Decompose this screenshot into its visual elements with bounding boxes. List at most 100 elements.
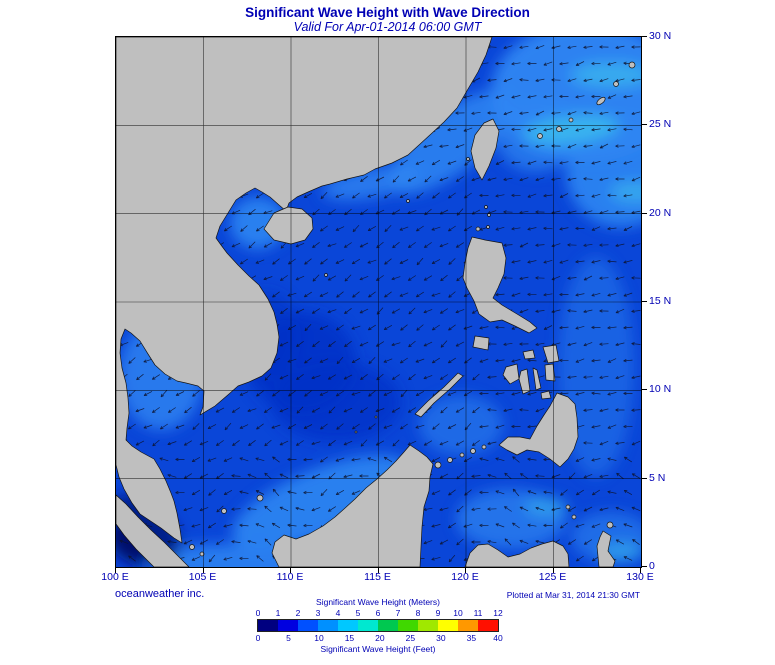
- lon-tick-label: 130 E: [626, 571, 654, 583]
- sumatra-island: [116, 494, 190, 567]
- legend-feet-tick: 30: [436, 633, 446, 643]
- palawan-island: [414, 372, 464, 418]
- amami-island: [628, 61, 636, 69]
- sulu-islet-5: [481, 444, 487, 450]
- lat-tick-mark: [641, 212, 647, 214]
- land-layer: [116, 37, 636, 567]
- lon-tick-mark: [290, 567, 291, 573]
- borneo-island: [271, 444, 434, 567]
- lat-tick-mark: [641, 36, 647, 37]
- legend-color-bar: [257, 619, 499, 632]
- oceanweather-credit: oceanweather inc.: [115, 588, 205, 600]
- sulu-islet-1: [434, 461, 442, 469]
- legend-meter-tick: 11: [473, 608, 483, 618]
- pratas-island: [406, 199, 410, 203]
- valid-time-subtitle: Valid For Apr-01-2014 06:00 GMT: [293, 20, 482, 34]
- lat-tick-mark: [641, 565, 647, 567]
- panay-island: [502, 363, 520, 385]
- legend-meters-ticks: 0 1 2 3 4 5 6 7 8 9 10 11 12: [256, 608, 503, 619]
- plotted-timestamp: Plotted at Mar 31, 2014 21:30 GMT: [506, 590, 640, 600]
- legend-feet-tick: 40: [493, 633, 503, 643]
- lon-tick-mark: [377, 567, 379, 573]
- legend-meter-tick: 10: [453, 608, 463, 618]
- legend-feet-tick: 25: [405, 633, 416, 643]
- morotai-island: [606, 521, 614, 529]
- legend-color-segment: [338, 620, 358, 631]
- masbate-island: [522, 349, 536, 360]
- lon-tick-label: 125 E: [538, 571, 567, 583]
- legend-meter-tick: 1: [275, 608, 281, 618]
- legend-color-segment: [318, 620, 338, 631]
- okinawa-island: [596, 96, 606, 106]
- legend-color-segment: [358, 620, 378, 631]
- legend-meter-tick: 4: [335, 608, 341, 618]
- lat-tick-label: 25 N: [649, 118, 672, 131]
- negros-island: [518, 368, 531, 395]
- sangihe-islet-1: [565, 504, 571, 510]
- ryukyu-islet-2: [568, 117, 574, 123]
- lon-tick-mark: [552, 567, 554, 573]
- sangihe-islet-2: [571, 514, 577, 520]
- legend-feet-ticks: 0 5 10 15 20 25 30 35 40: [255, 633, 503, 644]
- penghu-island: [466, 157, 470, 161]
- lat-tick-label: 20 N: [649, 206, 672, 219]
- sulu-islet-2: [447, 457, 453, 463]
- legend-feet-tick: 0: [255, 633, 261, 643]
- legend-feet-title: Significant Wave Height (Feet): [320, 644, 436, 654]
- legend-meter-tick: 2: [295, 608, 301, 618]
- cebu-island: [532, 367, 542, 391]
- legend-meter-tick: 3: [315, 608, 321, 618]
- legend-color-segment: [418, 620, 438, 631]
- map-graphic: [116, 37, 641, 567]
- babuyan-islet-2: [486, 225, 490, 229]
- taiwan-island: [470, 118, 500, 181]
- sulu-islet-3: [459, 452, 465, 458]
- legend-color-segment: [278, 620, 298, 631]
- legend-color-segment: [438, 620, 458, 631]
- lat-tick-mark: [641, 300, 647, 302]
- hainan-island: [263, 206, 314, 245]
- batanes-islet-1: [484, 205, 488, 209]
- legend-meter-tick: 7: [395, 608, 401, 618]
- legend-color-segment: [298, 620, 318, 631]
- lat-tick-mark: [641, 389, 647, 391]
- lat-tick-mark: [641, 477, 647, 479]
- legend-meter-tick: 8: [415, 608, 421, 618]
- mindanao-island: [498, 392, 579, 468]
- lat-tick-label: 10 N: [649, 383, 672, 396]
- legend-feet-tick: 5: [286, 633, 291, 643]
- lon-tick-label: 110 E: [276, 571, 304, 583]
- lat-tick-label: 30 N: [649, 30, 672, 42]
- lon-tick-label: 100 E: [101, 571, 129, 583]
- legend-feet-tick: 15: [344, 633, 355, 643]
- ishigaki-island: [537, 133, 543, 139]
- lat-tick-label: 15 N: [649, 294, 672, 307]
- lat-tick-mark: [641, 124, 647, 126]
- lat-tick-label: 5 N: [649, 471, 666, 484]
- lon-tick-mark: [115, 567, 116, 573]
- spratly-islet-1: [354, 430, 358, 434]
- lon-tick-mark: [640, 567, 641, 573]
- lon-tick-label: 120 E: [451, 571, 479, 583]
- bohol-island: [540, 390, 552, 400]
- ryukyu-islet-1: [613, 81, 619, 87]
- legend-meter-tick: 12: [493, 608, 503, 618]
- mindoro-island: [472, 335, 490, 351]
- babuyan-islet-1: [475, 226, 481, 232]
- legend-meters-title: Significant Wave Height (Meters): [316, 597, 440, 607]
- paracel-islet: [324, 273, 328, 277]
- legend-color-segment: [258, 620, 278, 631]
- lon-tick-mark: [465, 567, 466, 573]
- map-frame: [115, 36, 642, 568]
- graticule-layer: [116, 37, 641, 567]
- lon-tick-mark: [202, 567, 204, 573]
- natuna-island: [256, 494, 264, 502]
- legend-meter-tick: 9: [435, 608, 441, 618]
- legend-feet-tick: 10: [314, 633, 324, 643]
- sulu-islet-4: [470, 448, 476, 454]
- miyako-island: [556, 126, 562, 132]
- halmahera-island: [596, 530, 616, 567]
- legend-feet-tick: 20: [375, 633, 385, 643]
